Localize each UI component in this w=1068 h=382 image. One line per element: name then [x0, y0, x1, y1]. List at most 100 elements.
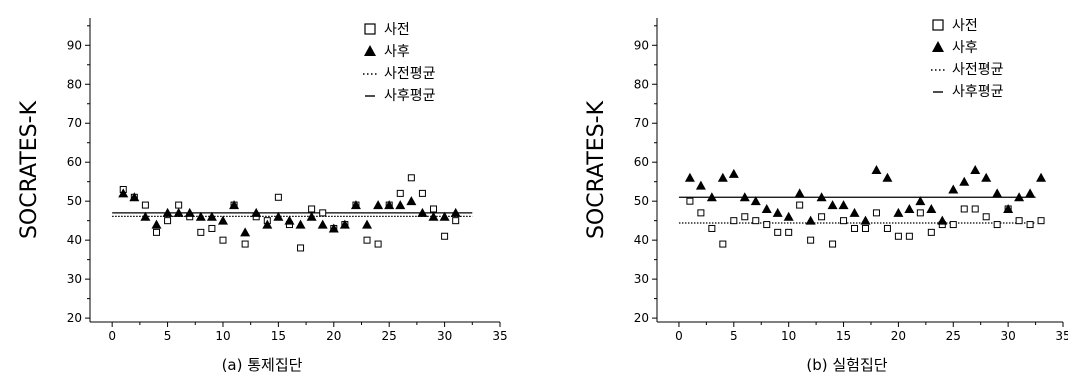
post-point: [706, 192, 717, 202]
post-point: [362, 219, 373, 229]
pre-point: [308, 205, 316, 213]
pre-point: [208, 224, 216, 232]
post-point: [772, 207, 783, 217]
post-point: [384, 200, 395, 210]
y-tick-label: 90: [634, 38, 649, 52]
x-tick-label: 15: [836, 329, 851, 343]
post-point: [217, 215, 228, 225]
post-point: [262, 219, 273, 229]
legend-post-mean-label: 사후평균: [384, 88, 436, 104]
y-tick-label: 30: [634, 272, 649, 286]
pre-point: [861, 224, 869, 232]
x-tick-label: 10: [215, 329, 230, 343]
post-point: [992, 188, 1003, 198]
x-tick-label: 20: [326, 329, 341, 343]
y-tick-label: 90: [67, 38, 82, 52]
pre-point: [785, 228, 793, 236]
pre-point: [363, 236, 371, 244]
legend-post-mean-label: 사후평균: [952, 84, 1004, 100]
x-tick-label: 10: [781, 329, 796, 343]
x-tick-label: 5: [164, 329, 172, 343]
panel-control-group: 0 5 10 15 20 25 30 35 20 30 40 50 60 70 80 90 SOCRATES-K…: [17, 18, 508, 374]
pre-point: [297, 244, 305, 252]
post-point: [373, 200, 384, 210]
post-point: [684, 172, 695, 182]
pre-point: [452, 217, 460, 225]
y-tick-label: 80: [67, 77, 82, 91]
post-point: [739, 192, 750, 202]
post-point: [395, 200, 406, 210]
post-point: [717, 172, 728, 182]
pre-point: [763, 221, 771, 229]
pre-point: [241, 240, 249, 248]
post-point: [350, 200, 361, 210]
post-point: [695, 180, 706, 190]
y-axis-label: SOCRATES-K: [584, 100, 609, 239]
panel-caption: (b) 실험집단: [806, 356, 887, 374]
y-tick-label: 40: [67, 233, 82, 247]
pre-point: [1015, 217, 1023, 225]
post-point: [328, 223, 339, 233]
y-tick-label: 50: [67, 194, 82, 208]
pre-point: [396, 189, 404, 197]
pre-point: [993, 221, 1001, 229]
pre-point: [374, 240, 382, 248]
pre-point: [818, 213, 826, 221]
pre-point: [708, 224, 716, 232]
pre-point: [1037, 217, 1045, 225]
post-point: [904, 203, 915, 213]
pre-point: [319, 209, 327, 217]
post-point: [240, 227, 251, 237]
x-tick-label: 15: [271, 329, 286, 343]
pre-point: [927, 228, 935, 236]
pre-point: [894, 232, 902, 240]
post-point: [284, 215, 295, 225]
y-tick-label: 40: [634, 233, 649, 247]
post-point: [162, 207, 173, 217]
pre-point: [141, 201, 149, 209]
legend-post-label: 사후: [384, 44, 410, 60]
post-point: [129, 192, 140, 202]
x-tick-label: 35: [1055, 329, 1068, 343]
post-point: [948, 184, 959, 194]
pre-point: [730, 217, 738, 225]
legend-post-label: 사후: [952, 40, 978, 56]
post-point: [1025, 188, 1036, 198]
x-tick-label: 35: [492, 329, 507, 343]
y-tick-label: 20: [634, 311, 649, 325]
pre-point: [872, 209, 880, 217]
post-point: [937, 215, 948, 225]
pre-point: [152, 228, 160, 236]
legend-post-marker: [364, 45, 376, 56]
post-point: [151, 219, 162, 229]
post-point: [981, 172, 992, 182]
x-tick-label: 0: [108, 329, 116, 343]
legend-pre-mean-label: 사전평균: [384, 66, 436, 82]
post-point: [761, 203, 772, 213]
post-point: [1036, 172, 1047, 182]
pre-point: [197, 228, 205, 236]
pre-point: [796, 201, 804, 209]
post-point: [750, 196, 761, 206]
pre-point: [441, 232, 449, 240]
y-tick-label: 70: [67, 116, 82, 130]
post-point: [339, 219, 350, 229]
pre-point: [1026, 221, 1034, 229]
post-point: [229, 200, 240, 210]
pre-point: [697, 209, 705, 217]
post-point: [1014, 192, 1025, 202]
post-point: [273, 211, 284, 221]
post-point: [1003, 203, 1014, 213]
post-point: [295, 219, 306, 229]
post-point: [251, 207, 262, 217]
y-tick-label: 60: [634, 155, 649, 169]
post-point: [805, 215, 816, 225]
pre-point: [960, 205, 968, 213]
pre-point: [905, 232, 913, 240]
pre-point: [949, 221, 957, 229]
post-point: [827, 200, 838, 210]
post-point: [184, 207, 195, 217]
pre-point: [774, 228, 782, 236]
